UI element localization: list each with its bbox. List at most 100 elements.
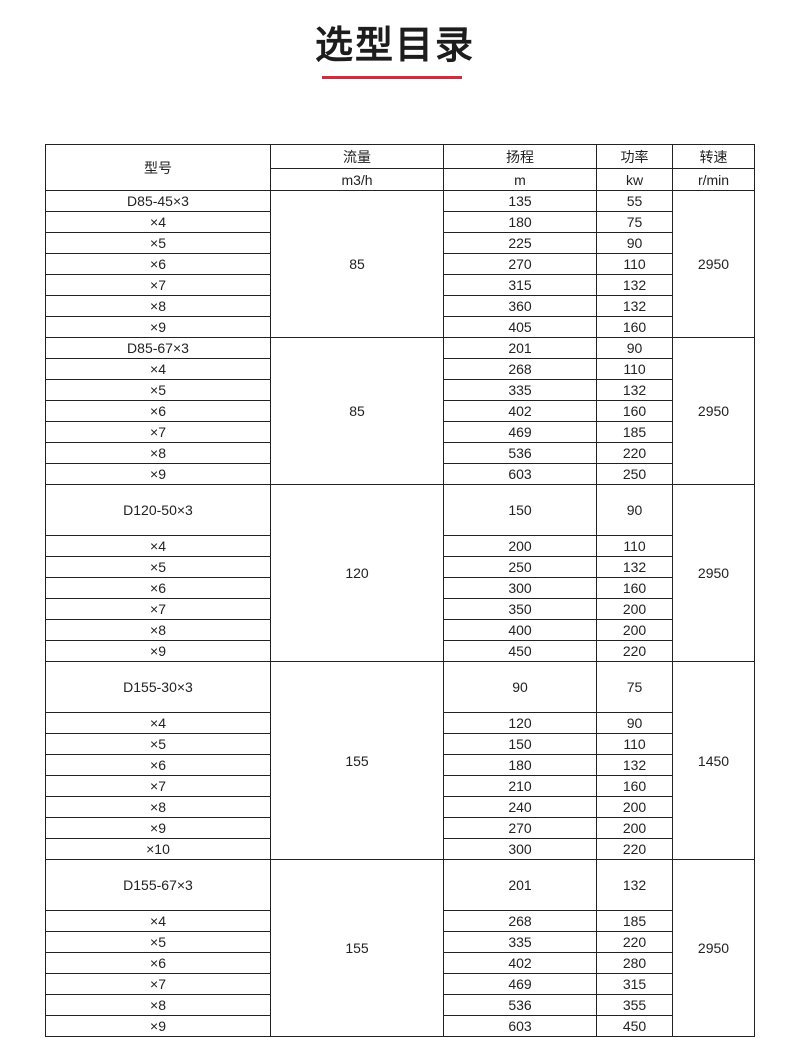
table-row: ×9 603 450 xyxy=(45,1015,755,1037)
power-cell: 132 xyxy=(596,379,673,401)
flow-cell: 155 xyxy=(270,859,444,1037)
head-cell: 120 xyxy=(443,712,597,734)
model-cell: ×5 xyxy=(45,556,271,578)
speed-cell: 2950 xyxy=(672,859,755,1037)
model-cell: D120-50×3 xyxy=(45,484,271,536)
power-cell: 132 xyxy=(596,859,673,911)
head-cell: 201 xyxy=(443,859,597,911)
power-cell: 280 xyxy=(596,952,673,974)
model-cell: ×6 xyxy=(45,754,271,776)
head-cell: 268 xyxy=(443,910,597,932)
header-speed: 转速 xyxy=(672,144,755,169)
model-cell: ×4 xyxy=(45,712,271,734)
model-cell: ×8 xyxy=(45,994,271,1016)
model-cell: ×9 xyxy=(45,463,271,485)
power-cell: 110 xyxy=(596,733,673,755)
table-row: ×9 270 200 xyxy=(45,817,755,839)
head-cell: 90 xyxy=(443,661,597,713)
table-row: ×8 536 355 xyxy=(45,994,755,1016)
model-cell: ×9 xyxy=(45,817,271,839)
model-cell: ×7 xyxy=(45,973,271,995)
power-cell: 220 xyxy=(596,931,673,953)
power-cell: 200 xyxy=(596,817,673,839)
head-cell: 469 xyxy=(443,421,597,443)
table-row: ×9 603 250 xyxy=(45,463,755,485)
unit-flow: m3/h xyxy=(270,168,444,191)
header-power: 功率 xyxy=(596,144,673,169)
head-cell: 240 xyxy=(443,796,597,818)
table-row: ×4 268 185 xyxy=(45,910,755,932)
model-cell: ×7 xyxy=(45,421,271,443)
model-cell: ×4 xyxy=(45,358,271,380)
table-row: D120-50×3 120 150 90 2950 xyxy=(45,484,755,662)
power-cell: 200 xyxy=(596,598,673,620)
head-cell: 135 xyxy=(443,190,597,212)
speed-cell: 1450 xyxy=(672,661,755,860)
model-cell: ×9 xyxy=(45,1015,271,1037)
table-row: ×5 225 90 xyxy=(45,232,755,254)
head-cell: 350 xyxy=(443,598,597,620)
head-cell: 200 xyxy=(443,535,597,557)
table-row: ×9 405 160 xyxy=(45,316,755,338)
header-flow: 流量 xyxy=(270,144,444,169)
table-row: ×4 120 90 xyxy=(45,712,755,734)
flow-cell: 120 xyxy=(270,484,444,662)
model-cell: ×7 xyxy=(45,274,271,296)
head-cell: 450 xyxy=(443,640,597,662)
power-cell: 160 xyxy=(596,775,673,797)
model-cell: D155-30×3 xyxy=(45,661,271,713)
speed-cell: 2950 xyxy=(672,190,755,338)
head-cell: 360 xyxy=(443,295,597,317)
power-cell: 220 xyxy=(596,442,673,464)
model-cell: ×8 xyxy=(45,796,271,818)
header-head: 扬程 xyxy=(443,144,597,169)
power-cell: 160 xyxy=(596,316,673,338)
head-cell: 315 xyxy=(443,274,597,296)
model-cell: ×8 xyxy=(45,619,271,641)
power-cell: 250 xyxy=(596,463,673,485)
model-cell: ×8 xyxy=(45,442,271,464)
head-cell: 405 xyxy=(443,316,597,338)
head-cell: 225 xyxy=(443,232,597,254)
table-row: ×8 360 132 xyxy=(45,295,755,317)
power-cell: 90 xyxy=(596,712,673,734)
model-cell: ×8 xyxy=(45,295,271,317)
head-cell: 402 xyxy=(443,952,597,974)
speed-cell: 2950 xyxy=(672,484,755,662)
model-cell: ×5 xyxy=(45,232,271,254)
table-row: D85-67×3 85 201 90 2950 xyxy=(45,337,755,485)
head-cell: 536 xyxy=(443,442,597,464)
power-cell: 132 xyxy=(596,274,673,296)
head-cell: 300 xyxy=(443,838,597,860)
model-cell: ×10 xyxy=(45,838,271,860)
table-row: ×9 450 220 xyxy=(45,640,755,662)
power-cell: 132 xyxy=(596,556,673,578)
speed-cell: 2950 xyxy=(672,337,755,485)
head-cell: 268 xyxy=(443,358,597,380)
power-cell: 90 xyxy=(596,337,673,359)
table-row: ×7 469 315 xyxy=(45,973,755,995)
head-cell: 603 xyxy=(443,463,597,485)
head-cell: 150 xyxy=(443,484,597,536)
model-cell: ×5 xyxy=(45,733,271,755)
power-cell: 132 xyxy=(596,295,673,317)
model-cell: D85-45×3 xyxy=(45,190,271,212)
power-cell: 160 xyxy=(596,400,673,422)
unit-speed: r/min xyxy=(672,168,755,191)
head-cell: 180 xyxy=(443,754,597,776)
model-cell: ×6 xyxy=(45,577,271,599)
power-cell: 132 xyxy=(596,754,673,776)
power-cell: 75 xyxy=(596,661,673,713)
table-row: D155-30×3 155 90 75 1450 xyxy=(45,661,755,860)
power-cell: 75 xyxy=(596,211,673,233)
power-cell: 450 xyxy=(596,1015,673,1037)
head-cell: 402 xyxy=(443,400,597,422)
model-cell: ×5 xyxy=(45,379,271,401)
flow-cell: 155 xyxy=(270,661,444,860)
power-cell: 110 xyxy=(596,535,673,557)
power-cell: 55 xyxy=(596,190,673,212)
head-cell: 150 xyxy=(443,733,597,755)
header-model: 型号 xyxy=(45,144,271,191)
table-row: ×4 200 110 xyxy=(45,535,755,557)
head-cell: 300 xyxy=(443,577,597,599)
